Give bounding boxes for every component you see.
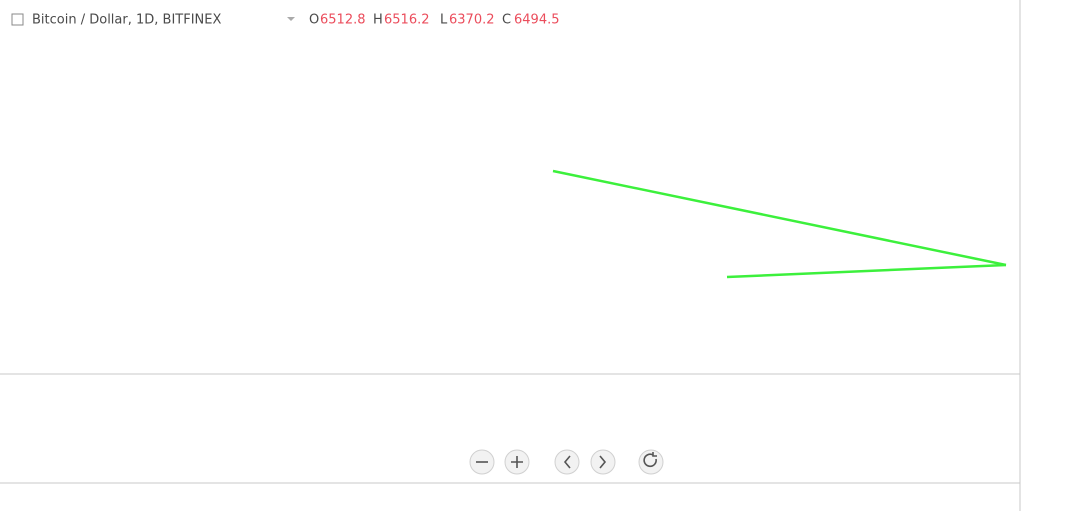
ohlc-label: O	[309, 13, 319, 28]
ohlc-value: 6370.2	[449, 13, 495, 28]
scroll-left-button[interactable]	[554, 449, 580, 475]
scroll-right-button[interactable]	[590, 449, 616, 475]
chart-title: Bitcoin / Dollar, 1D, BITFINEX	[32, 13, 221, 28]
ohlc-value: 6494.5	[514, 13, 560, 28]
zoom-out-button[interactable]	[469, 449, 495, 475]
ohlc-value: 6512.8	[320, 13, 366, 28]
zoom-in-button[interactable]	[504, 449, 530, 475]
trend-line-lower	[726, 263, 1007, 279]
collapse-icon[interactable]	[11, 13, 24, 26]
ohlc-value: 6516.2	[384, 13, 430, 28]
ohlc-label: C	[502, 13, 511, 28]
ohlc-label: L	[440, 13, 448, 28]
trend-line-upper	[552, 169, 1007, 267]
dropdown-arrow[interactable]	[287, 17, 295, 21]
ohlc-label: H	[373, 13, 383, 28]
reset-button[interactable]	[638, 449, 664, 475]
